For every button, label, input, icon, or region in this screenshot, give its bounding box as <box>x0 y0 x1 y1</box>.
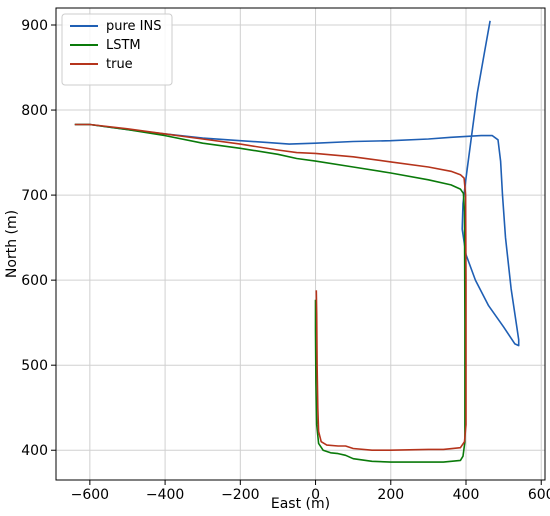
x-axis-label: East (m) <box>271 496 330 512</box>
x-tick-label: 200 <box>377 487 404 503</box>
x-tick-label: −400 <box>146 487 184 503</box>
y-axis-label: North (m) <box>4 210 20 278</box>
legend-label: LSTM <box>106 38 141 53</box>
series-line-pure-ins <box>74 20 520 347</box>
legend-label: true <box>106 57 133 72</box>
y-tick-label: 500 <box>21 358 48 374</box>
y-tick-label: 700 <box>21 188 48 204</box>
x-axis: −600 −400 −200 0 200 400 600 <box>71 480 550 503</box>
x-tick-label: 600 <box>528 487 550 503</box>
x-tick-label: 400 <box>453 487 480 503</box>
y-tick-label: 600 <box>21 273 48 289</box>
y-tick-label: 800 <box>21 103 48 119</box>
series-line-lstm <box>74 123 466 463</box>
y-axis: 400 500 600 700 800 900 <box>21 18 56 459</box>
legend-box <box>61 13 173 86</box>
legend: pure INS LSTM true <box>61 13 173 86</box>
axes-frame <box>55 7 546 481</box>
legend-label: pure INS <box>106 19 162 34</box>
y-tick-label: 400 <box>21 443 48 459</box>
x-tick-label: −200 <box>221 487 259 503</box>
x-tick-label: −600 <box>71 487 109 503</box>
series-lines <box>74 20 520 463</box>
x-tick-label: 0 <box>311 487 320 503</box>
series-line-true <box>74 123 467 451</box>
y-tick-label: 900 <box>21 18 48 34</box>
